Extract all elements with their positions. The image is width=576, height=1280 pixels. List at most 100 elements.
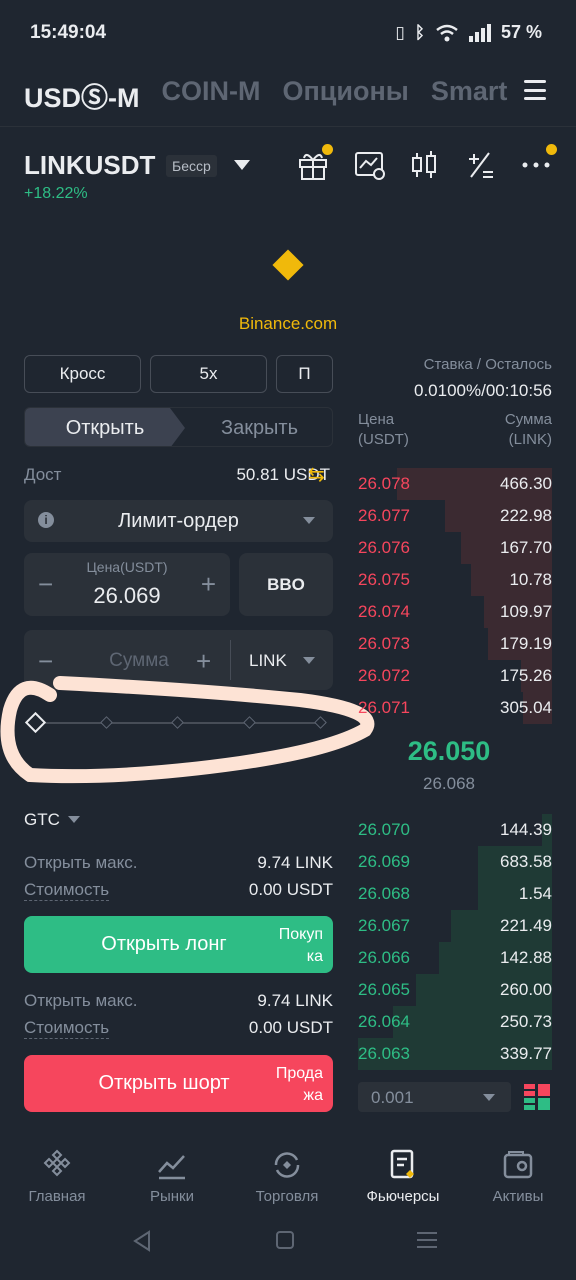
bid-row[interactable]: 26.070 144.39 <box>358 814 552 846</box>
more-icon[interactable] <box>519 148 553 182</box>
tab-open[interactable]: Открыть <box>25 408 185 446</box>
nav-home[interactable]: Главная <box>2 1148 112 1205</box>
recents-icon[interactable] <box>417 1230 437 1250</box>
orderbook-layout-icon[interactable] <box>524 1084 550 1110</box>
ask-row[interactable]: 26.073 179.19 <box>358 628 552 660</box>
bid-depth-bar <box>478 878 552 910</box>
bid-row[interactable]: 26.069 683.58 <box>358 846 552 878</box>
nav-home-label: Главная <box>28 1188 86 1205</box>
ask-row[interactable]: 26.076 167.70 <box>358 532 552 564</box>
unit-chevron-down-icon[interactable] <box>303 657 315 664</box>
symbol-name[interactable]: LINKUSDT <box>24 150 156 180</box>
price-decrease-button[interactable]: − <box>38 569 54 599</box>
symbol-dropdown-icon[interactable] <box>234 160 250 170</box>
time-in-force[interactable]: GTC <box>24 810 60 829</box>
home-button-icon[interactable] <box>275 1230 295 1250</box>
bid-row[interactable]: 26.065 260.00 <box>358 974 552 1006</box>
ask-row[interactable]: 26.078 466.30 <box>358 468 552 500</box>
open-short-sublabel: Прода жа <box>275 1065 323 1104</box>
ask-row[interactable]: 26.077 222.98 <box>358 500 552 532</box>
order-type-select[interactable]: i Лимит-ордер <box>24 500 333 542</box>
precision-select[interactable]: 0.001 <box>358 1082 511 1112</box>
chart-settings-icon[interactable] <box>353 148 387 182</box>
bid-amount: 260.00 <box>500 980 552 999</box>
bbo-button[interactable]: BBO <box>239 553 333 616</box>
last-price[interactable]: 26.050 <box>407 736 491 766</box>
bid-depth-bar <box>358 1038 552 1070</box>
menu-icon[interactable] <box>524 80 546 100</box>
header-divider <box>0 126 576 127</box>
margin-mode-button[interactable]: Кросс <box>24 355 141 393</box>
price-increase-button[interactable]: + <box>200 569 216 599</box>
position-mode-button[interactable]: П <box>276 355 333 393</box>
tab-close[interactable]: Закрыть <box>220 416 299 439</box>
wifi-icon <box>436 24 458 41</box>
open-long-sublabel: Покуп ка <box>278 926 323 965</box>
nav-futures[interactable]: Фьючерсы <box>348 1148 458 1205</box>
bid-row[interactable]: 26.063 339.77 <box>358 1038 552 1070</box>
ask-depth-bar <box>484 596 552 628</box>
candlestick-icon[interactable] <box>407 148 441 182</box>
short-cost-label[interactable]: Стоимость <box>24 1018 110 1039</box>
amount-placeholder: Сумма <box>109 650 169 671</box>
ask-amount: 179.19 <box>500 634 552 653</box>
bid-depth-bar <box>451 910 552 942</box>
price-input[interactable]: − Цена(USDT) 26.069 + <box>24 553 230 616</box>
bid-row[interactable]: 26.068 1.54 <box>358 878 552 910</box>
watermark: Binance.com <box>238 314 338 333</box>
bid-row[interactable]: 26.064 250.73 <box>358 1006 552 1038</box>
nav-assets-label: Активы <box>492 1188 544 1205</box>
nav-trade[interactable]: Торговля <box>232 1148 342 1205</box>
bid-amount: 221.49 <box>500 916 552 935</box>
tab-smart[interactable]: Smart <box>430 76 508 106</box>
calculator-icon[interactable] <box>463 148 497 182</box>
ask-row[interactable]: 26.071 305.04 <box>358 692 552 724</box>
transfer-icon[interactable]: ⇆ <box>308 464 325 486</box>
bid-row[interactable]: 26.066 142.88 <box>358 942 552 974</box>
bid-amount: 1.54 <box>518 884 552 903</box>
leverage-button[interactable]: 5x <box>150 355 267 393</box>
info-icon[interactable]: i <box>38 512 54 528</box>
ask-row[interactable]: 26.075 10.78 <box>358 564 552 596</box>
open-long-button[interactable]: Открыть лонг Покуп ка <box>24 916 333 973</box>
ask-amount: 175.26 <box>500 666 552 685</box>
short-max-label: Открыть макс. <box>24 991 138 1010</box>
amount-decrease-button[interactable]: − <box>38 646 54 676</box>
ask-price: 26.075 <box>358 570 410 589</box>
bid-amount: 144.39 <box>500 820 552 839</box>
bid-amount: 250.73 <box>500 1012 552 1031</box>
ask-depth-bar <box>488 628 552 660</box>
nav-assets[interactable]: Активы <box>463 1148 573 1205</box>
amount-unit[interactable]: LINK <box>249 651 287 670</box>
amount-increase-button[interactable]: + <box>196 646 212 676</box>
ask-depth-bar <box>523 692 552 724</box>
ask-amount: 109.97 <box>500 602 552 621</box>
long-cost-label[interactable]: Стоимость <box>24 880 110 901</box>
tab-usds-m[interactable]: USDⓈ-M <box>24 83 140 113</box>
tab-coin-m[interactable]: COIN-M <box>161 76 261 106</box>
nav-markets[interactable]: Рынки <box>117 1148 227 1205</box>
gift-icon[interactable] <box>296 148 330 182</box>
open-close-tabs: Открыть Закрыть <box>24 407 333 447</box>
ask-depth-bar <box>471 564 552 596</box>
gift-notification-dot <box>322 144 333 155</box>
price-value[interactable]: 26.069 <box>93 583 161 608</box>
bid-depth-bar <box>416 974 552 1006</box>
nav-trade-label: Торговля <box>255 1188 319 1205</box>
available-value: 50.81 USDT <box>236 465 330 484</box>
open-short-button[interactable]: Открыть шорт Прода жа <box>24 1055 333 1112</box>
long-max-value: 9.74 LINK <box>257 853 333 872</box>
bid-row[interactable]: 26.067 221.49 <box>358 910 552 942</box>
ask-row[interactable]: 26.074 109.97 <box>358 596 552 628</box>
bid-price: 26.069 <box>358 852 410 871</box>
divider <box>230 640 231 680</box>
status-time: 15:49:04 <box>30 22 107 43</box>
ask-row[interactable]: 26.072 175.26 <box>358 660 552 692</box>
back-icon[interactable] <box>132 1230 152 1252</box>
nav-futures-label: Фьючерсы <box>366 1188 440 1205</box>
bid-amount: 683.58 <box>500 852 552 871</box>
tif-chevron-down-icon[interactable] <box>68 816 80 823</box>
bid-price: 26.070 <box>358 820 410 839</box>
order-type-label: Лимит-ордер <box>118 509 239 532</box>
tab-options[interactable]: Опционы <box>282 76 409 106</box>
